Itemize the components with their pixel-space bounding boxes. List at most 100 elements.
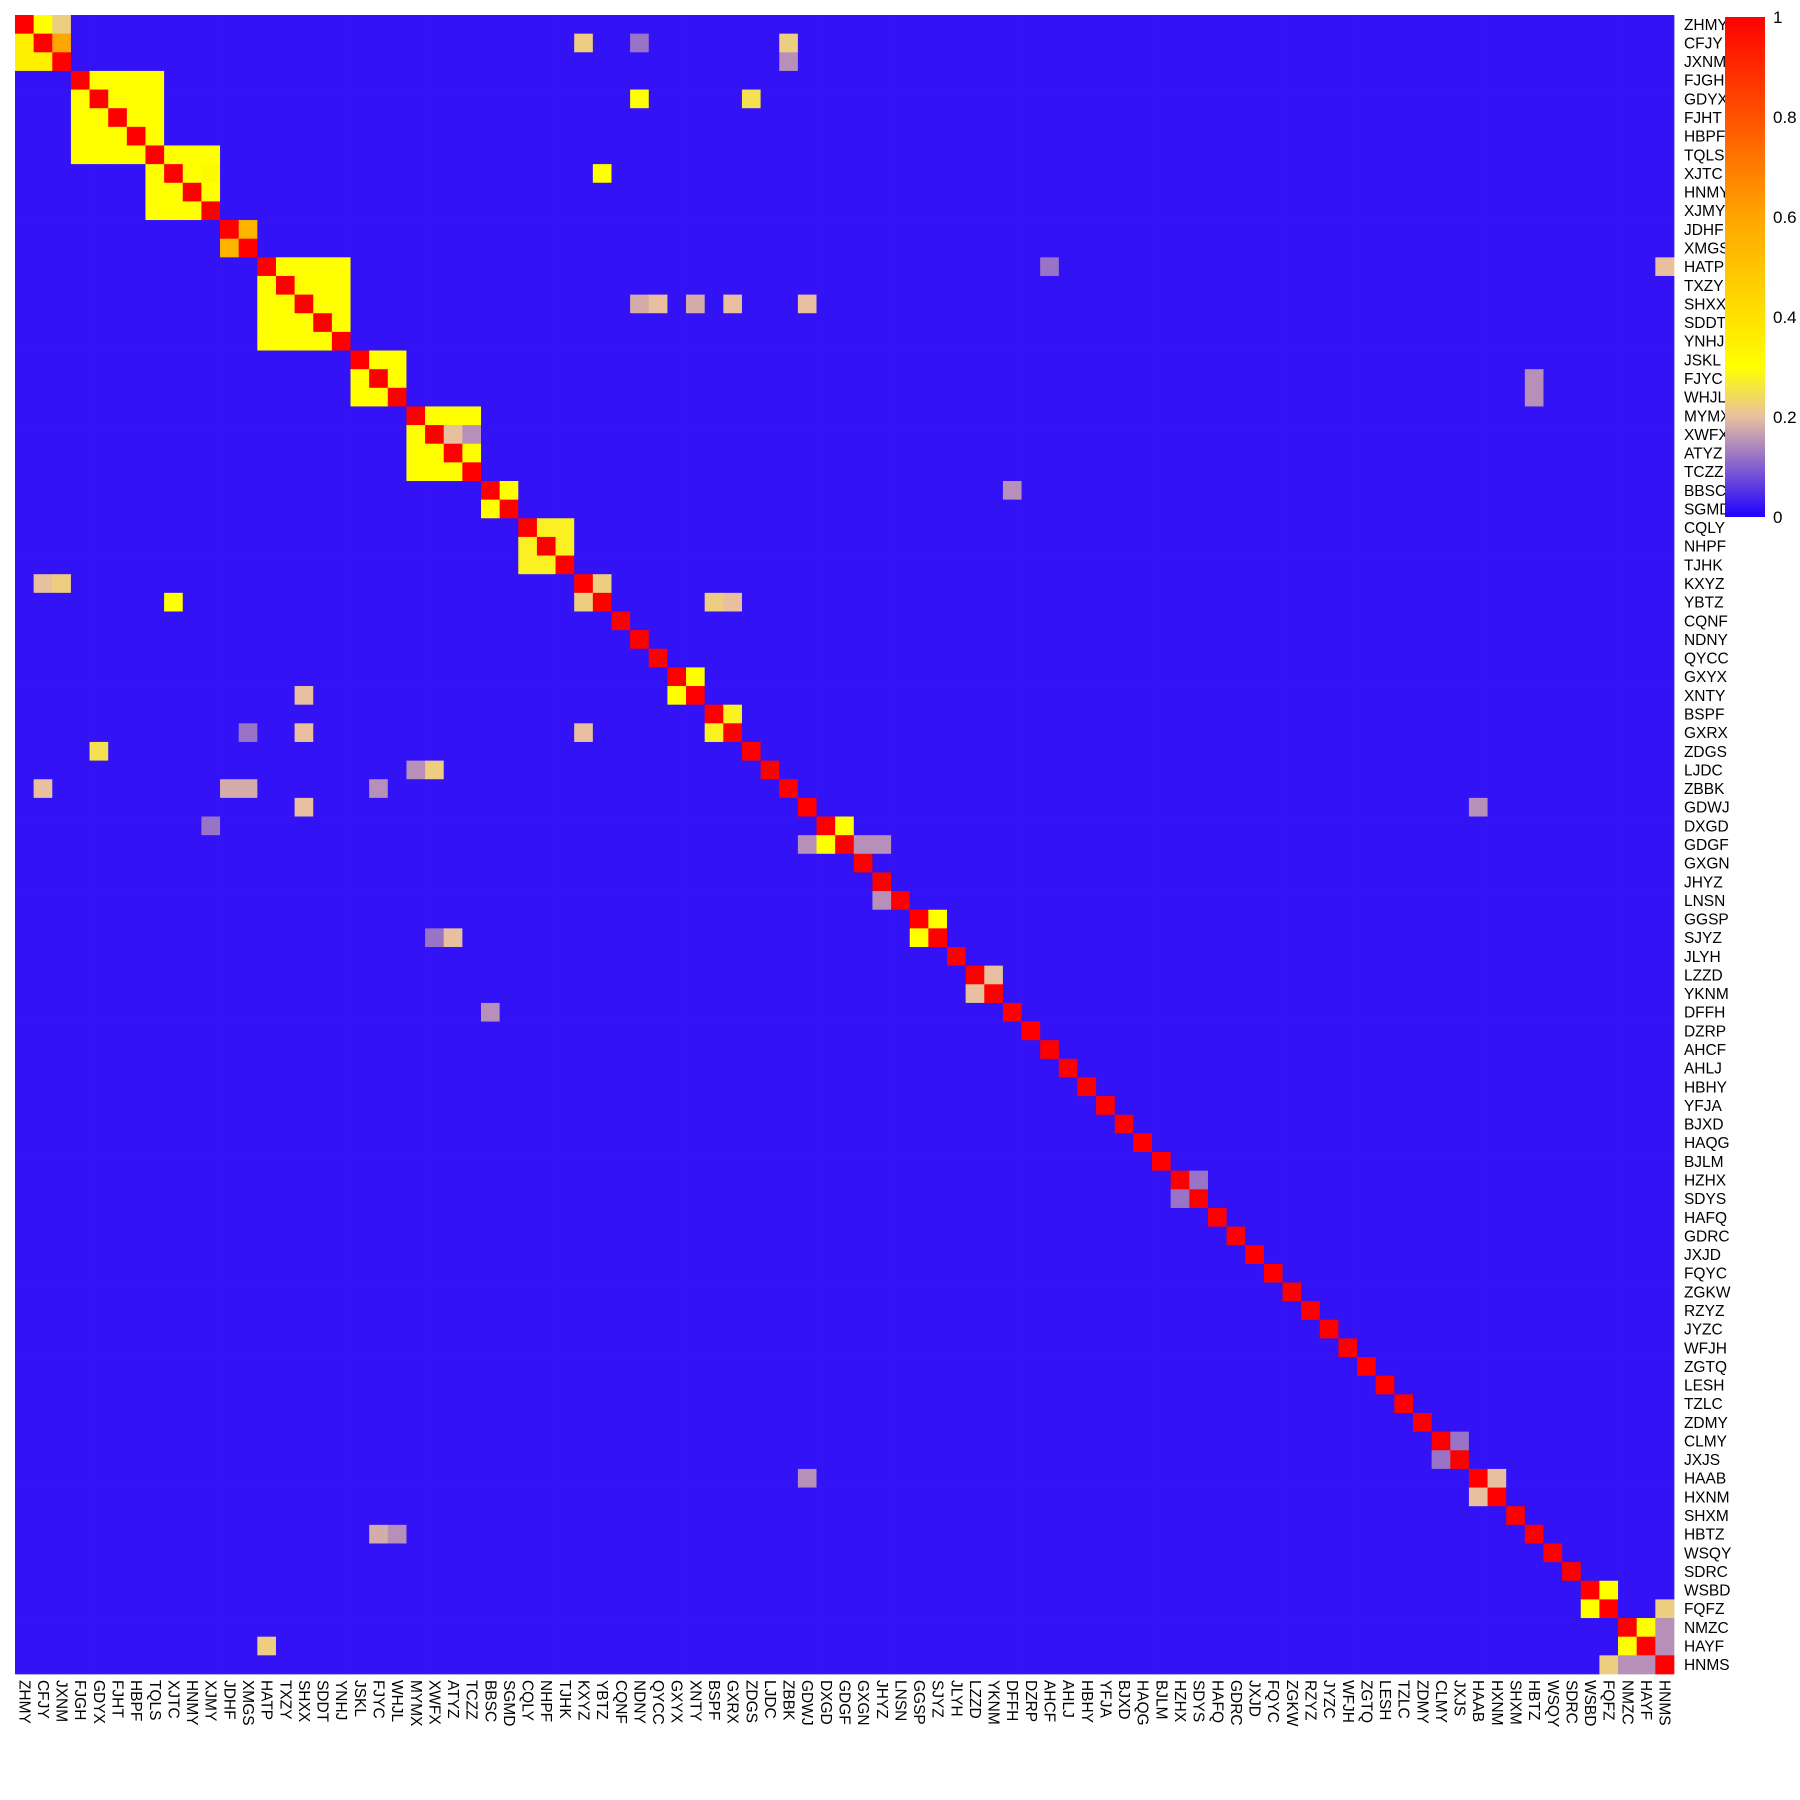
heatmap-cell bbox=[1487, 33, 1507, 53]
heatmap-cell bbox=[1319, 1021, 1339, 1041]
heatmap-cell bbox=[238, 331, 258, 351]
heatmap-cell bbox=[1040, 835, 1060, 855]
heatmap-cell bbox=[928, 182, 948, 202]
heatmap-cell bbox=[89, 481, 109, 501]
heatmap-cell bbox=[667, 1002, 687, 1022]
heatmap-cell bbox=[1375, 126, 1395, 146]
heatmap-cell bbox=[536, 275, 556, 295]
heatmap-cell bbox=[872, 369, 892, 389]
heatmap-cell bbox=[1524, 630, 1544, 650]
heatmap-cell bbox=[1636, 723, 1656, 743]
heatmap-cell bbox=[1021, 220, 1041, 240]
heatmap-cell bbox=[201, 201, 221, 221]
heatmap-cell bbox=[1096, 425, 1116, 445]
heatmap-cell bbox=[555, 89, 575, 109]
heatmap-cell bbox=[1655, 611, 1675, 631]
heatmap-cell bbox=[108, 686, 128, 706]
heatmap-cell bbox=[835, 481, 855, 501]
heatmap-cell bbox=[1394, 1002, 1414, 1022]
heatmap-cell bbox=[1599, 686, 1619, 706]
heatmap-cell bbox=[33, 872, 53, 892]
heatmap-cell bbox=[108, 481, 128, 501]
heatmap-cell bbox=[1655, 1002, 1675, 1022]
heatmap-cell bbox=[1543, 462, 1563, 482]
heatmap-cell bbox=[779, 238, 799, 258]
heatmap-cell bbox=[555, 947, 575, 967]
heatmap-cell bbox=[1245, 182, 1265, 202]
heatmap-cell bbox=[1338, 853, 1358, 873]
heatmap-cell bbox=[369, 1002, 389, 1022]
heatmap-cell bbox=[1282, 853, 1302, 873]
heatmap-cell bbox=[555, 667, 575, 687]
heatmap-cell bbox=[1263, 220, 1283, 240]
heatmap-cell bbox=[108, 835, 128, 855]
heatmap-cell bbox=[779, 891, 799, 911]
heatmap-cell bbox=[108, 425, 128, 445]
heatmap-cell bbox=[406, 518, 426, 538]
heatmap-cell bbox=[33, 779, 53, 799]
heatmap-cell bbox=[257, 275, 277, 295]
heatmap-cell bbox=[350, 741, 370, 761]
heatmap-cell bbox=[145, 592, 165, 612]
heatmap-cell bbox=[481, 574, 501, 594]
heatmap-cell bbox=[108, 313, 128, 333]
heatmap-cell bbox=[1543, 275, 1563, 295]
heatmap-cell bbox=[425, 928, 445, 948]
heatmap-cell bbox=[816, 1002, 836, 1022]
heatmap-cell bbox=[1375, 275, 1395, 295]
heatmap-cell bbox=[1207, 835, 1227, 855]
heatmap-cell bbox=[1338, 238, 1358, 258]
heatmap-cell bbox=[1338, 536, 1358, 556]
heatmap-cell bbox=[1338, 928, 1358, 948]
heatmap-cell bbox=[1282, 220, 1302, 240]
heatmap-cell bbox=[1040, 667, 1060, 687]
heatmap-cell bbox=[760, 630, 780, 650]
heatmap-cell bbox=[257, 760, 277, 780]
heatmap-cell bbox=[909, 928, 929, 948]
heatmap-cell bbox=[984, 518, 1004, 538]
heatmap-cell bbox=[872, 201, 892, 221]
heatmap-cell bbox=[1506, 741, 1526, 761]
heatmap-cell bbox=[723, 704, 743, 724]
heatmap-cell bbox=[164, 1002, 184, 1022]
heatmap-cell bbox=[704, 425, 724, 445]
heatmap-cell bbox=[909, 536, 929, 556]
heatmap-cell bbox=[1468, 15, 1488, 35]
heatmap-cell bbox=[1189, 238, 1209, 258]
heatmap-cell bbox=[1524, 1021, 1544, 1041]
heatmap-cell bbox=[1058, 723, 1078, 743]
heatmap-cell bbox=[611, 965, 631, 985]
heatmap-cell bbox=[984, 630, 1004, 650]
heatmap-cell bbox=[1357, 33, 1377, 53]
heatmap-cell bbox=[1226, 1040, 1246, 1060]
heatmap-cell bbox=[1450, 313, 1470, 333]
heatmap-cell bbox=[1524, 443, 1544, 463]
heatmap-cell bbox=[648, 536, 668, 556]
heatmap-cell bbox=[182, 481, 202, 501]
heatmap-cell bbox=[1133, 220, 1153, 240]
heatmap-cell bbox=[816, 425, 836, 445]
heatmap-cell bbox=[220, 275, 240, 295]
heatmap-cell bbox=[275, 89, 295, 109]
heatmap-cell bbox=[760, 816, 780, 836]
heatmap-cell bbox=[220, 369, 240, 389]
heatmap-cell bbox=[741, 462, 761, 482]
heatmap-cell bbox=[947, 387, 967, 407]
heatmap-cell bbox=[648, 630, 668, 650]
heatmap-cell bbox=[126, 15, 146, 35]
heatmap-cell bbox=[369, 201, 389, 221]
heatmap-cell bbox=[1133, 15, 1153, 35]
heatmap-cell bbox=[853, 350, 873, 370]
heatmap-cell bbox=[630, 1021, 650, 1041]
heatmap-cell bbox=[872, 89, 892, 109]
heatmap-cell bbox=[1338, 1040, 1358, 1060]
heatmap-cell bbox=[1636, 15, 1656, 35]
heatmap-cell bbox=[1189, 70, 1209, 90]
heatmap-cell bbox=[350, 275, 370, 295]
heatmap-cell bbox=[182, 779, 202, 799]
heatmap-cell bbox=[1468, 779, 1488, 799]
heatmap-cell bbox=[1618, 723, 1638, 743]
heatmap-cell bbox=[816, 741, 836, 761]
heatmap-cell bbox=[891, 275, 911, 295]
heatmap-cell bbox=[1282, 947, 1302, 967]
